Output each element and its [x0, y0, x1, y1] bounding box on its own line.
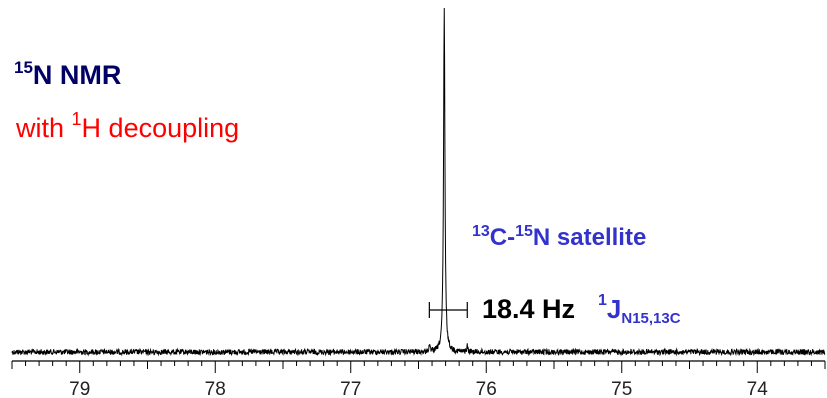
coupling-bracket: [428, 302, 468, 318]
tick-label-79: 79: [69, 379, 90, 398]
coupling-constant-label: 1JN15,13C: [598, 292, 681, 327]
chart-title: 15N NMR: [14, 58, 121, 90]
satellite-sup-15: 15: [515, 223, 533, 240]
satellite-annotation: 13C-15N satellite: [472, 223, 646, 251]
satellite-part-n: N satellite: [533, 224, 646, 251]
tick-label-78: 78: [205, 379, 226, 398]
tick-label-75: 75: [611, 379, 632, 398]
title-main: N NMR: [33, 60, 122, 90]
subtitle-suffix: H decoupling: [82, 113, 240, 143]
title-superscript: 15: [14, 58, 33, 77]
x-axis-tick-labels: 79 78 77 76 75 74: [69, 379, 768, 398]
tick-label-77: 77: [340, 379, 361, 398]
satellite-sup-13: 13: [472, 223, 490, 240]
tick-label-74: 74: [747, 379, 769, 398]
spectrum-trace: [11, 7, 826, 357]
x-axis: 79 78 77 76 75 74: [11, 360, 826, 398]
subtitle-superscript: 1: [72, 109, 82, 129]
x-axis-ticks: [11, 361, 826, 373]
j-superscript: 1: [598, 292, 607, 309]
j-subscript: N15,13C: [621, 310, 680, 327]
coupling-value: 18.4 Hz: [482, 294, 575, 324]
j-main: J: [607, 294, 621, 324]
chart-subtitle: with 1H decoupling: [15, 109, 239, 143]
subtitle-prefix: with: [15, 113, 72, 143]
tick-label-76: 76: [476, 379, 497, 398]
satellite-part-c: C-: [490, 224, 515, 251]
